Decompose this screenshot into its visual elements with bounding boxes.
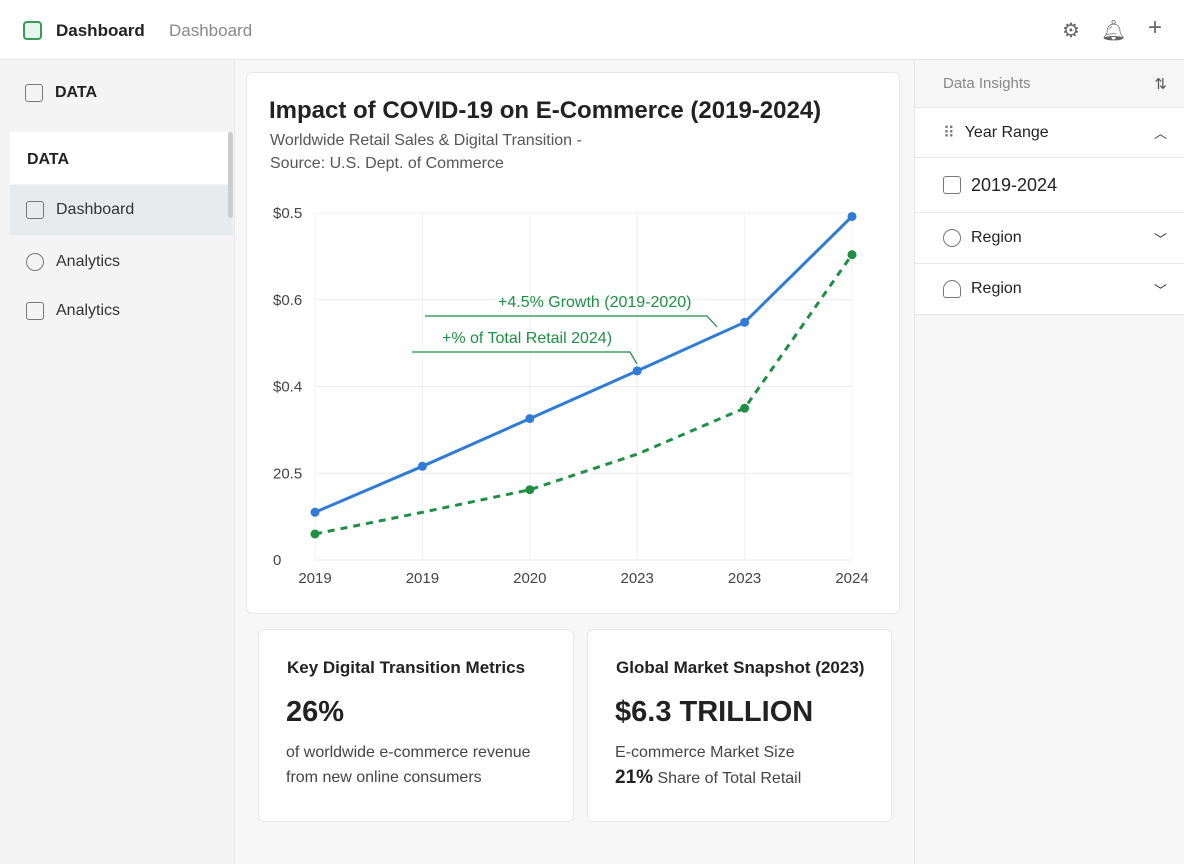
data-point <box>417 461 427 471</box>
plus-icon[interactable]: + <box>1148 14 1163 41</box>
users-icon <box>26 253 44 271</box>
x-tick-label: 2024 <box>835 570 868 587</box>
sidebar-item-analytics-2[interactable]: Analytics <box>10 286 233 336</box>
metric-line: of worldwide e-commerce revenue <box>286 744 531 761</box>
chart-card: Impact of COVID-19 on E-Commerce (2019-2… <box>246 72 900 614</box>
chart-subtitle-line1: Worldwide Retail Sales & Digital Transit… <box>270 132 582 149</box>
share-value: 21% <box>615 767 654 788</box>
calendar-icon <box>943 176 961 194</box>
sidebar-item-label: Analytics <box>56 302 121 319</box>
data-point <box>525 485 535 495</box>
region-dropdown[interactable]: Region ﹀ <box>915 213 1184 264</box>
region-dropdown-2[interactable]: Region ﹀ <box>915 264 1184 315</box>
sidebar-scrollbar[interactable] <box>228 132 233 218</box>
y-tick-label: $0.5 <box>273 205 302 222</box>
annotation-label: +% of Total Retail 2024) <box>442 330 612 347</box>
filter-sliders-icon[interactable]: ⇅ <box>1154 75 1167 93</box>
target-icon <box>943 229 961 247</box>
breadcrumb[interactable]: Dashboard <box>169 21 253 40</box>
chevron-up-icon: ︿ <box>1153 126 1167 141</box>
metric-value: 26% <box>286 696 345 728</box>
x-tick-label: 2019 <box>406 570 439 587</box>
data-point <box>525 414 535 424</box>
share-label: Share of Total Retail <box>657 770 802 787</box>
series-line-0 <box>314 215 854 514</box>
data-point <box>310 529 320 539</box>
x-tick-label: 2019 <box>298 570 331 587</box>
metric-line: from new online consumers <box>286 769 482 786</box>
sidebar-item-dashboard[interactable]: Dashboard <box>10 185 233 235</box>
annotation-leader <box>412 351 638 365</box>
sidebar: DATA DATA Dashboard Analytics Analytics <box>0 60 235 864</box>
app-logo-icon <box>23 21 42 40</box>
bell-icon[interactable]: 🔔︎ <box>1101 20 1127 42</box>
x-tick-label: 2023 <box>728 570 761 587</box>
grid-icon: ⠿ <box>943 124 955 142</box>
sidebar-item-analytics[interactable]: Analytics <box>10 237 233 287</box>
series-line-1 <box>314 253 854 536</box>
metric-card-digital: Key Digital Transition Metrics 26% of wo… <box>258 629 574 822</box>
settings-icon[interactable]: ⚙ <box>1062 20 1080 42</box>
data-point <box>632 366 642 376</box>
metric-title: Key Digital Transition Metrics <box>287 658 526 677</box>
data-point <box>740 317 750 327</box>
annotation-leader <box>425 315 718 328</box>
top-bar: Dashboard Dashboard ⚙ 🔔︎ + <box>0 0 1184 60</box>
chart-title: Impact of COVID-19 on E-Commerce (2019-2… <box>269 97 822 124</box>
data-point <box>310 507 320 517</box>
document-icon <box>25 84 43 102</box>
metric-description: of worldwide e-commerce revenue from new … <box>286 740 531 790</box>
year-range-toggle[interactable]: ⠿ Year Range ︿ <box>915 108 1184 158</box>
y-tick-label: $0.6 <box>273 292 302 309</box>
year-range-text: 2019-2024 <box>971 174 1058 195</box>
metric-value: $6.3 TRILLION <box>615 696 814 728</box>
map-icon <box>943 280 961 298</box>
data-point <box>847 250 857 260</box>
chart-subtitle: Worldwide Retail Sales & Digital Transit… <box>270 129 630 175</box>
dashboard-icon <box>26 201 44 219</box>
chart-source: Source: U.S. Dept. of Commerce <box>270 155 504 172</box>
metric-title: Global Market Snapshot (2023) <box>616 658 865 677</box>
app-title: Dashboard <box>56 21 145 40</box>
line-chart: 0 20.5 $0.4 $0.6 $0.5 2019 2019 2020 2023 2023 202… <box>273 205 869 587</box>
metric-description: E-commerce Market Size 21% Share of Total… <box>615 740 801 791</box>
insights-panel: Data Insights ⇅ ⠿ Year Range ︿ 2019-2024 Re… <box>914 60 1184 864</box>
sidebar-item-label: Analytics <box>56 253 121 270</box>
year-range-label: Year Range <box>964 123 1049 141</box>
sidebar-header-label: DATA <box>55 84 98 101</box>
y-tick-label: 20.5 <box>273 465 302 482</box>
sidebar-section-title: DATA <box>10 132 228 184</box>
insights-header: Data Insights ⇅ <box>915 60 1184 108</box>
annotation-label: +4.5% Growth (2019-2020) <box>498 294 691 311</box>
x-tick-label: 2020 <box>513 570 546 587</box>
region-label: Region <box>971 229 1022 246</box>
chevron-down-icon: ﹀ <box>1153 282 1167 298</box>
document-icon <box>26 302 44 320</box>
metric-line: E-commerce Market Size <box>615 744 795 761</box>
sidebar-item-label: Dashboard <box>56 201 135 218</box>
region-label: Region <box>971 280 1022 297</box>
year-range-value[interactable]: 2019-2024 <box>915 158 1184 213</box>
y-tick-label: 0 <box>273 552 281 569</box>
insights-title: Data Insights <box>943 75 1031 92</box>
y-tick-label: $0.4 <box>273 379 302 396</box>
sidebar-header: DATA <box>25 84 97 102</box>
data-point <box>740 403 750 413</box>
metric-card-market: Global Market Snapshot (2023) $6.3 TRILL… <box>587 629 892 822</box>
data-point <box>847 211 857 221</box>
x-tick-label: 2023 <box>621 570 654 587</box>
chevron-down-icon: ﹀ <box>1153 231 1167 247</box>
